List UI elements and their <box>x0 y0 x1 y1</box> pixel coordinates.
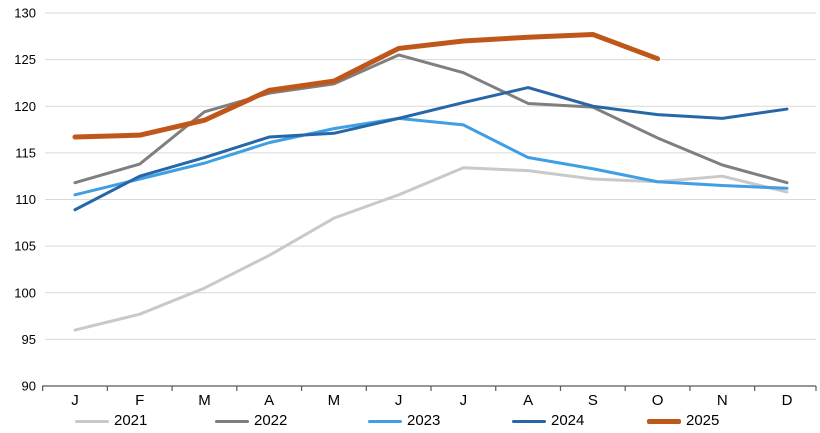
chart-plot-area: 90 95 100 105 110 115 120 125 130 J F M A M J J A S O N D <box>14 6 817 409</box>
legend-swatch-2022 <box>215 419 249 423</box>
series-line-2025 <box>72 31 661 140</box>
series-line-2023 <box>73 116 789 197</box>
legend-label-2022: 2022 <box>254 412 288 429</box>
legend-label-2021: 2021 <box>114 412 148 429</box>
x-month-label: J <box>395 392 403 409</box>
legend-label-2025: 2025 <box>686 412 720 429</box>
legend-swatch-2021 <box>75 419 109 423</box>
legend-item-2022[interactable]: 2022 <box>215 409 287 433</box>
x-month-label: M <box>328 392 341 409</box>
series-line-2021 <box>73 166 789 332</box>
x-month-label: S <box>588 392 598 409</box>
legend-item-2024[interactable]: 2024 <box>512 409 584 433</box>
y-tick-label: 105 <box>14 239 36 254</box>
y-tick-label: 120 <box>14 99 36 114</box>
legend-swatch-2025 <box>647 418 681 424</box>
legend-label-2023: 2023 <box>407 412 441 429</box>
y-tick-label: 100 <box>14 285 36 300</box>
x-month-label: M <box>198 392 211 409</box>
legend-swatch-2024 <box>512 419 546 423</box>
y-tick-label: 95 <box>22 332 36 347</box>
x-month-label: N <box>717 392 728 409</box>
legend-item-2025[interactable]: 2025 <box>647 409 719 433</box>
x-month-label: A <box>264 392 274 409</box>
chart-legend: 2021 2022 2023 2024 2025 <box>0 409 820 433</box>
y-tick-label: 130 <box>14 6 36 21</box>
x-month-label: J <box>460 392 468 409</box>
legend-item-2021[interactable]: 2021 <box>75 409 147 433</box>
x-month-label: O <box>652 392 664 409</box>
series-line-2024 <box>73 86 789 212</box>
legend-swatch-2023 <box>368 419 402 423</box>
y-tick-label: 125 <box>14 52 36 67</box>
legend-item-2023[interactable]: 2023 <box>368 409 440 433</box>
x-month-label: F <box>135 392 144 409</box>
x-month-label: J <box>71 392 79 409</box>
legend-label-2024: 2024 <box>551 412 585 429</box>
y-tick-label: 115 <box>15 145 36 160</box>
y-tick-label: 90 <box>22 379 36 394</box>
x-month-label: D <box>782 392 793 409</box>
y-tick-label: 110 <box>15 192 36 207</box>
x-month-label: A <box>523 392 533 409</box>
